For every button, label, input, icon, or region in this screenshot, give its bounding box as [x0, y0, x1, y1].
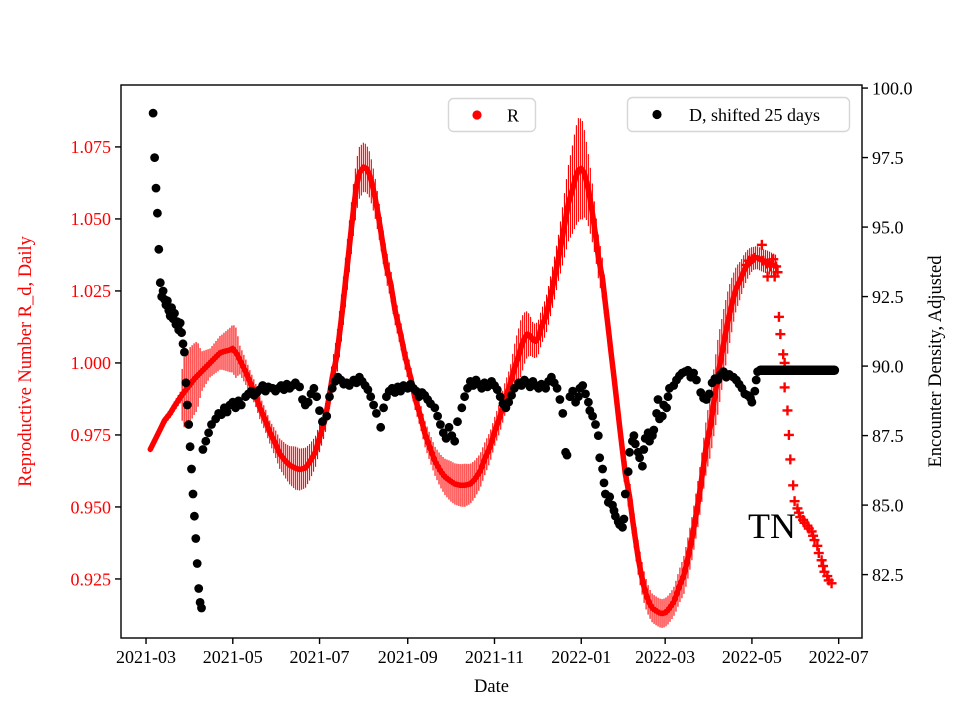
left-axis-ticks: 1.075 1.050 1.025 1.000 0.975 0.950 0.925 [71, 137, 121, 589]
x-tick-label: 2022-03 [635, 647, 695, 667]
left-tick-label: 0.975 [71, 425, 112, 445]
left-tick-label: 1.000 [71, 353, 112, 373]
x-axis-ticks: 2021-03 2021-05 2021-07 2021-09 2021-11 2022-… [116, 638, 869, 667]
right-tick-label: 90.0 [872, 356, 904, 376]
legend-marker-D [652, 109, 662, 120]
legend-marker-R [472, 110, 482, 120]
legend-label: R [507, 105, 519, 125]
left-tick-label: 0.925 [71, 569, 112, 589]
right-tick-label: 82.5 [872, 565, 904, 585]
right-tick-label: 97.5 [872, 148, 904, 168]
right-tick-label: 95.0 [872, 217, 904, 237]
right-tick-label: 100.0 [872, 78, 913, 98]
plot-frame [120, 84, 863, 639]
left-axis-title: Reproductive Number R_d, Daily [16, 235, 36, 486]
legend-label: D, shifted 25 days [689, 105, 820, 125]
series-R-curve [147, 164, 779, 617]
x-tick-label: 2022-01 [551, 647, 611, 667]
x-tick-label: 2021-03 [116, 647, 176, 667]
state-annotation: TN [748, 506, 796, 546]
x-axis-title: Date [474, 677, 509, 697]
right-axis-ticks: 100.0 97.5 95.0 92.5 90.0 87.5 85.0 82.5 [862, 78, 913, 585]
left-tick-label: 1.075 [71, 137, 112, 157]
right-tick-label: 92.5 [872, 287, 904, 307]
series-R-plus-markers [741, 239, 837, 589]
x-tick-label: 2022-05 [722, 647, 782, 667]
left-tick-label: 0.950 [71, 497, 112, 517]
x-tick-label: 2021-11 [465, 647, 524, 667]
legend-D: D, shifted 25 days [626, 96, 851, 133]
x-tick-label: 2021-05 [203, 647, 263, 667]
left-tick-label: 1.050 [71, 209, 112, 229]
right-axis-title: Encounter Density, Adjusted [926, 255, 946, 468]
right-tick-label: 87.5 [872, 426, 904, 446]
x-tick-label: 2022-07 [809, 647, 869, 667]
right-tick-label: 85.0 [872, 495, 904, 515]
left-tick-label: 1.025 [71, 281, 112, 301]
series-D-dots [148, 108, 762, 613]
x-tick-label: 2021-09 [378, 647, 438, 667]
x-tick-label: 2021-07 [290, 647, 350, 667]
legend-R: R [447, 97, 537, 133]
